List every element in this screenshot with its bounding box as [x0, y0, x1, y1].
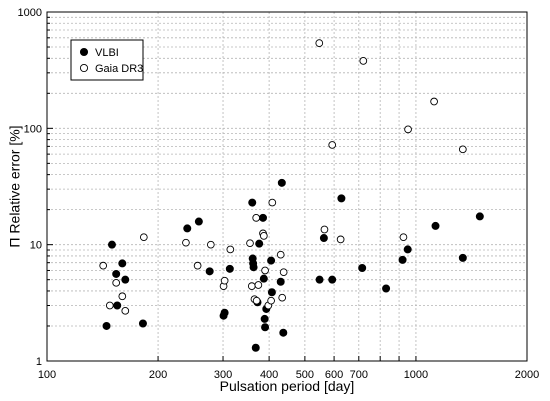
gaia-dr3-point — [99, 261, 108, 270]
gaia-dr3-point — [276, 250, 285, 259]
vlbi-point — [315, 275, 324, 284]
x-tick-label: 400 — [260, 369, 278, 381]
y-tick-label: 1 — [36, 356, 42, 368]
vlbi-point — [205, 267, 214, 276]
y-tick-label: 100 — [24, 123, 42, 135]
vlbi-point — [255, 239, 264, 248]
gaia-dr3-point — [206, 240, 215, 249]
gaia-dr3-point — [399, 233, 408, 242]
vlbi-point — [258, 213, 267, 222]
gaia-dr3-point — [404, 125, 412, 134]
gaia-dr3-point — [226, 245, 235, 254]
gaia-dr3-point — [254, 281, 263, 289]
vlbi-point — [261, 323, 270, 332]
gaia-dr3-point — [252, 214, 261, 222]
vlbi-point — [267, 288, 276, 297]
vlbi-point — [251, 343, 260, 352]
gaia-dr3-point — [328, 141, 337, 149]
vlbi-point — [358, 264, 367, 273]
x-tick-label: 200 — [149, 369, 167, 381]
gaia-dr3-point — [315, 39, 324, 47]
vlbi-point — [279, 328, 288, 337]
legend-label-vlbi: VLBI — [95, 47, 119, 59]
x-tick-label: 500 — [296, 369, 314, 381]
gaia-dr3-point — [182, 238, 190, 247]
vlbi-point — [403, 245, 412, 254]
legend: VLBI Gaia DR3 — [70, 39, 144, 81]
gaia-dr3-point — [105, 301, 114, 310]
legend-label-gaia-dr3: Gaia DR3 — [95, 63, 143, 75]
x-tick-label: 600 — [325, 369, 343, 381]
vlbi-point — [277, 178, 286, 187]
grid-lines — [46, 12, 528, 362]
vlbi-point — [475, 212, 484, 221]
gaia-dr3-point — [320, 225, 329, 234]
vlbi-point — [319, 234, 328, 243]
x-tick-labels: 100 200 300 400 500 600 700 1000 2000 — [38, 369, 539, 381]
gaia-dr3-point — [261, 266, 269, 275]
gaia-dr3-point — [139, 233, 148, 242]
x-axis-title: Pulsation period [day] — [220, 378, 355, 394]
vlbi-point — [121, 275, 130, 284]
vlbi-point — [118, 259, 127, 268]
data-points — [99, 39, 484, 352]
gaia-dr3-point — [220, 276, 229, 285]
gaia-dr3-point — [458, 145, 467, 154]
gaia-dr3-point — [259, 232, 268, 240]
legend-marker-gaia-dr3 — [79, 63, 89, 73]
y-axis-title: Π Relative error [%] — [7, 125, 23, 247]
legend-box — [70, 39, 144, 81]
vlbi-point — [276, 277, 285, 286]
vlbi-point — [113, 301, 122, 310]
x-tick-label: 300 — [214, 369, 232, 381]
legend-marker-vlbi — [79, 47, 89, 57]
gaia-dr3-point — [246, 239, 254, 248]
gaia-dr3-point — [359, 57, 368, 65]
gaia-dr3-point — [112, 278, 121, 287]
vlbi-point — [260, 314, 269, 323]
vlbi-point — [382, 284, 391, 293]
vlbi-point — [337, 194, 346, 203]
vlbi-point — [398, 255, 407, 264]
vlbi-point — [267, 256, 276, 265]
vlbi-point — [458, 253, 467, 262]
vlbi-point — [194, 217, 203, 226]
x-tick-label: 700 — [350, 369, 368, 381]
vlbi-point — [183, 224, 192, 233]
gaia-dr3-point — [279, 268, 288, 277]
y-tick-label: 1000 — [18, 7, 42, 19]
vlbi-point — [225, 264, 234, 273]
vlbi-point — [259, 274, 268, 283]
vlbi-point — [328, 275, 337, 284]
x-tick-label: 100 — [38, 369, 56, 381]
gaia-dr3-point — [268, 198, 277, 207]
y-tick-label: 10 — [30, 240, 42, 252]
gaia-dr3-point — [267, 296, 275, 305]
vlbi-point — [431, 221, 440, 230]
vlbi-point — [220, 308, 229, 317]
vlbi-point — [249, 263, 258, 272]
gaia-dr3-point — [430, 97, 438, 106]
gaia-dr3-point — [193, 261, 202, 270]
vlbi-point — [248, 198, 257, 207]
x-tick-label: 1000 — [404, 369, 428, 381]
vlbi-point — [102, 321, 111, 330]
gaia-dr3-point — [252, 296, 261, 305]
vlbi-point — [107, 240, 116, 249]
gaia-dr3-point — [247, 282, 256, 290]
gaia-dr3-point — [121, 306, 130, 315]
plot-frame — [46, 11, 528, 362]
gaia-dr3-point — [278, 293, 287, 302]
vlbi-point — [112, 269, 121, 278]
x-tick-label: 2000 — [515, 369, 539, 381]
gaia-dr3-point — [336, 235, 345, 244]
y-tick-labels: 1 10 100 1000 — [18, 7, 42, 368]
vlbi-point — [138, 319, 147, 328]
gaia-dr3-point — [118, 292, 127, 301]
